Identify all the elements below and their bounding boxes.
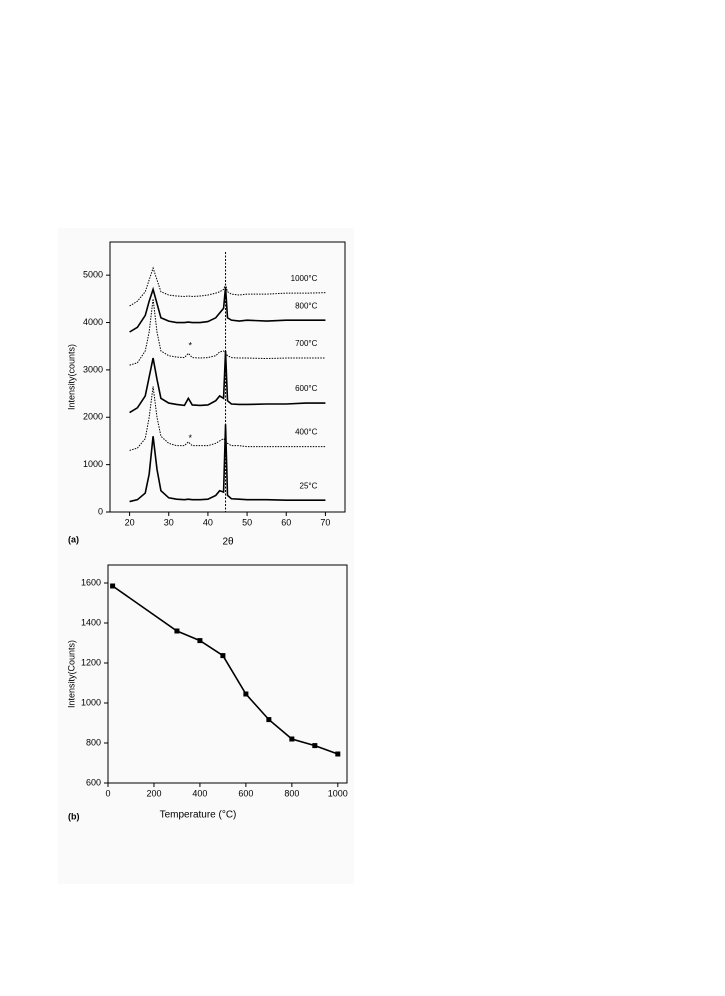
x-tick-label: 800 bbox=[284, 788, 299, 798]
series-line bbox=[129, 286, 326, 333]
series-line bbox=[129, 386, 326, 451]
series-label: 1000°C bbox=[291, 274, 318, 283]
y-tick-label: 1000 bbox=[83, 459, 103, 469]
figure-background bbox=[58, 228, 354, 884]
data-point bbox=[312, 743, 318, 749]
data-point bbox=[174, 628, 180, 634]
series-label: 700°C bbox=[295, 339, 318, 348]
y-tick-label: 1200 bbox=[81, 657, 101, 667]
x-tick-label: 40 bbox=[203, 517, 213, 527]
y-tick-label: 3000 bbox=[83, 364, 103, 374]
y-tick-label: 5000 bbox=[83, 270, 103, 280]
data-point bbox=[197, 638, 203, 644]
x-tick-label: 600 bbox=[238, 788, 253, 798]
y-tick-label: 1000 bbox=[81, 697, 101, 707]
x-tick-label: 0 bbox=[105, 788, 110, 798]
series-label: 600°C bbox=[295, 384, 318, 393]
x-tick-label: 400 bbox=[192, 788, 207, 798]
x-axis-title: Temperature (°C) bbox=[160, 810, 237, 821]
plot-frame bbox=[107, 564, 348, 784]
series-line bbox=[129, 350, 326, 414]
data-point bbox=[110, 583, 116, 589]
y-axis-title: Intensity(counts) bbox=[66, 344, 76, 410]
data-point bbox=[220, 653, 226, 659]
y-axis-title: Intensity(Counts) bbox=[66, 640, 76, 708]
data-point bbox=[266, 717, 272, 723]
x-tick-label: 50 bbox=[242, 517, 252, 527]
data-point bbox=[243, 691, 249, 697]
series-label: 400°C bbox=[295, 428, 318, 437]
y-tick-label: 4000 bbox=[83, 317, 103, 327]
data-point bbox=[289, 736, 295, 742]
panel-label: (b) bbox=[68, 811, 80, 821]
x-tick-label: 200 bbox=[146, 788, 161, 798]
data-point bbox=[335, 751, 341, 757]
y-tick-label: 600 bbox=[86, 777, 101, 787]
plot-frame bbox=[109, 241, 346, 513]
x-axis-title: 2θ bbox=[222, 537, 234, 548]
y-tick-label: 1400 bbox=[81, 617, 101, 627]
series-line bbox=[129, 424, 326, 503]
series-label: 25°C bbox=[300, 481, 318, 490]
x-tick-label: 20 bbox=[125, 517, 135, 527]
y-tick-label: 0 bbox=[98, 506, 103, 516]
x-tick-label: 60 bbox=[281, 517, 291, 527]
x-tick-label: 30 bbox=[164, 517, 174, 527]
series-line bbox=[129, 298, 326, 366]
peak-marker: * bbox=[189, 341, 193, 351]
y-tick-label: 2000 bbox=[83, 412, 103, 422]
series-line bbox=[129, 266, 326, 307]
x-tick-label: 70 bbox=[320, 517, 330, 527]
x-tick-label: 1000 bbox=[328, 788, 348, 798]
peak-marker: * bbox=[189, 433, 193, 443]
y-tick-label: 800 bbox=[86, 737, 101, 747]
series-label: 800°C bbox=[295, 301, 318, 310]
y-tick-label: 1600 bbox=[81, 577, 101, 587]
panel-label: (a) bbox=[68, 534, 79, 544]
